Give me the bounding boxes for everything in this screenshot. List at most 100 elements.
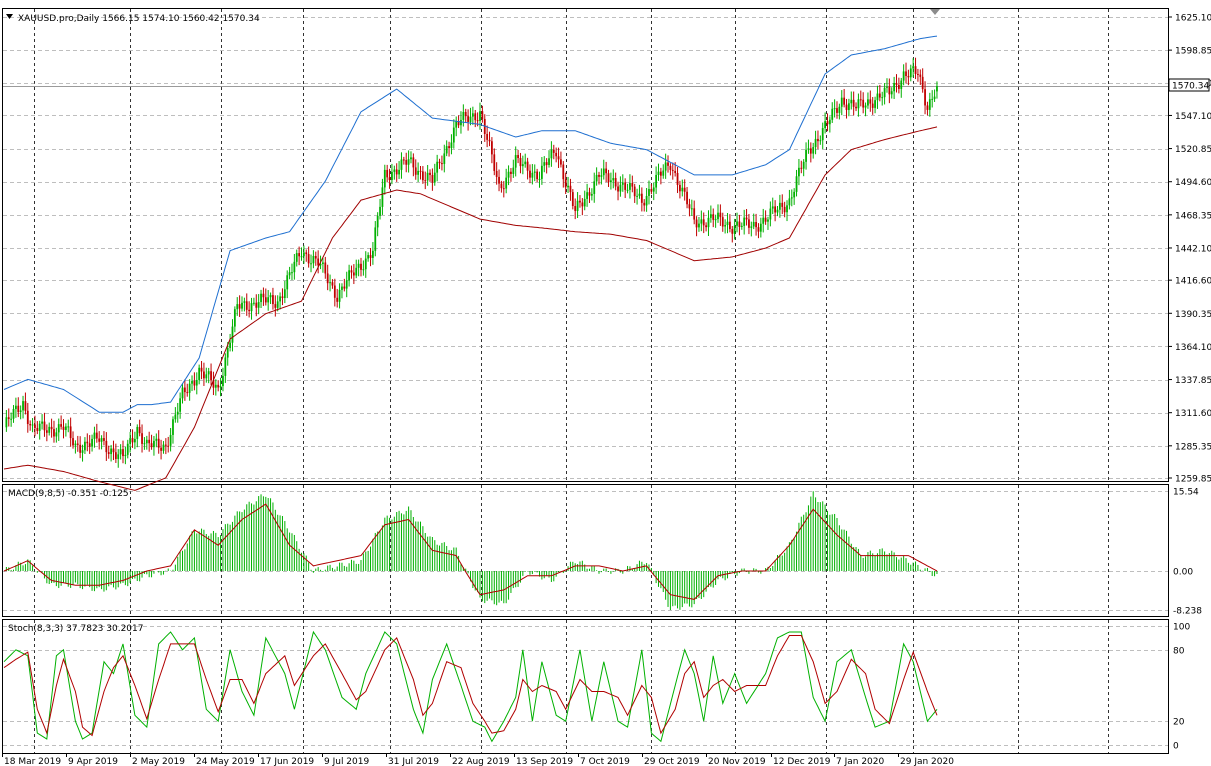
candle-body xyxy=(838,106,841,113)
candle-body xyxy=(169,434,172,446)
candle-body xyxy=(907,76,910,78)
candle-body xyxy=(205,374,208,379)
candle-body xyxy=(452,127,455,143)
candle-body xyxy=(531,172,534,178)
candle-body xyxy=(802,161,805,169)
candle-body xyxy=(81,450,84,453)
macd-panel-frame xyxy=(2,484,1169,617)
candle-body xyxy=(464,111,467,117)
candle-body xyxy=(291,272,293,274)
candle-body xyxy=(724,224,727,227)
candle-body xyxy=(731,229,734,234)
candle-body xyxy=(438,161,441,164)
candle-body xyxy=(562,164,565,180)
candle-body xyxy=(279,296,281,302)
candle-body xyxy=(307,254,310,264)
candle-body xyxy=(176,411,179,415)
candle-body xyxy=(248,309,251,312)
candle-body xyxy=(590,193,593,196)
candle-body xyxy=(283,289,286,298)
candle-body xyxy=(110,448,112,455)
price-axis-label: 1494.60 xyxy=(1175,178,1211,188)
candle-body xyxy=(714,219,717,221)
candle-body xyxy=(867,99,869,106)
candle-body xyxy=(412,157,415,168)
candle-body xyxy=(72,438,74,446)
symbol-dropdown-icon[interactable] xyxy=(6,14,13,19)
candle-body xyxy=(153,440,155,448)
candle-body xyxy=(662,170,665,176)
candle-body xyxy=(926,105,929,110)
candle-body xyxy=(48,426,51,433)
candle-body xyxy=(229,342,231,349)
candle-body xyxy=(833,108,836,110)
candle-body xyxy=(602,168,605,176)
candle-body xyxy=(600,175,603,177)
candle-body xyxy=(367,255,370,259)
candle-body xyxy=(269,295,272,298)
candle-body xyxy=(183,387,186,393)
candle-body xyxy=(369,255,372,258)
candle-body xyxy=(571,192,574,207)
candle-body xyxy=(386,169,389,178)
candle-body xyxy=(155,438,158,441)
candle-body xyxy=(657,171,660,175)
stoch-axis-label: 100 xyxy=(1173,623,1190,633)
candle-body xyxy=(441,163,443,165)
candle-body xyxy=(564,179,567,188)
candle-body xyxy=(79,444,82,453)
candle-body xyxy=(848,103,850,110)
candle-body xyxy=(709,214,712,218)
candle-body xyxy=(36,428,39,431)
candle-body xyxy=(31,424,34,426)
candle-body xyxy=(360,263,362,270)
candle-body xyxy=(648,189,650,196)
candle-body xyxy=(757,227,760,232)
candle-body xyxy=(598,174,600,177)
candle-body xyxy=(198,367,201,380)
candle-body xyxy=(871,103,874,108)
candle-body xyxy=(219,386,222,388)
price-axis-label: 1520.85 xyxy=(1175,145,1211,155)
candle-body xyxy=(893,82,896,92)
candle-body xyxy=(286,275,289,290)
candle-body xyxy=(329,282,331,284)
candle-body xyxy=(12,408,15,419)
time-axis-label: 22 Aug 2019 xyxy=(452,757,510,766)
candle-body xyxy=(700,219,703,224)
stoch-label: Stoch(8,3,3) 37.7823 30.2017 xyxy=(8,624,143,634)
candle-body xyxy=(521,164,524,167)
candle-body xyxy=(683,187,686,192)
candle-body xyxy=(445,146,448,154)
candle-body xyxy=(729,221,731,230)
candle-body xyxy=(486,133,489,140)
candle-body xyxy=(550,149,553,159)
candle-body xyxy=(267,297,270,303)
candle-body xyxy=(529,170,531,178)
candle-body xyxy=(619,184,622,192)
candle-body xyxy=(614,178,617,187)
candle-body xyxy=(91,438,93,447)
candle-body xyxy=(322,262,324,264)
time-axis-label: 7 Jan 2020 xyxy=(836,757,884,766)
candle-body xyxy=(517,154,519,159)
price-axis-label: 1598.85 xyxy=(1175,47,1211,57)
candle-body xyxy=(74,443,77,446)
candle-body xyxy=(481,111,484,119)
candle-body xyxy=(786,205,788,213)
candle-body xyxy=(145,439,148,444)
candle-body xyxy=(383,169,386,188)
candle-body xyxy=(41,421,43,424)
candle-body xyxy=(314,255,317,259)
candle-body xyxy=(669,165,672,170)
candle-body xyxy=(883,87,886,98)
candle-body xyxy=(45,430,48,433)
envelope-lower-line xyxy=(3,126,938,491)
symbol-header: XAUUSD.pro,Daily 1566.15 1574.10 1560.42… xyxy=(18,14,260,24)
price-axis-label: 1337.85 xyxy=(1175,376,1211,386)
candle-body xyxy=(288,272,291,276)
chart-shift-marker-icon[interactable] xyxy=(930,9,940,15)
candle-body xyxy=(398,169,400,175)
candle-body xyxy=(924,89,926,106)
